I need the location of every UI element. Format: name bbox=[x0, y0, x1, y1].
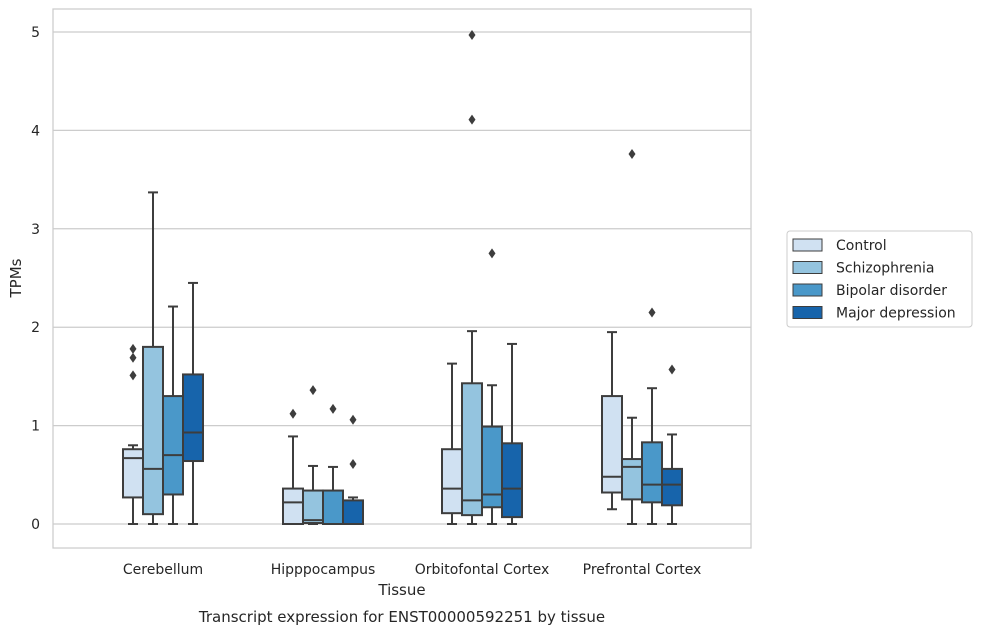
outlier-point bbox=[129, 352, 137, 363]
outlier-point bbox=[329, 403, 337, 414]
y-tick-label: 2 bbox=[31, 320, 40, 336]
legend-swatch bbox=[792, 283, 823, 297]
box-schizophrenia bbox=[302, 385, 324, 525]
box-iqr bbox=[162, 395, 184, 496]
box-bipolar-disorder bbox=[481, 248, 503, 525]
outlier-point bbox=[129, 343, 137, 354]
box-iqr bbox=[601, 395, 623, 494]
outlier-point bbox=[129, 370, 137, 381]
legend-label: Bipolar disorder bbox=[836, 283, 947, 299]
legend-item: Major depression bbox=[792, 306, 956, 322]
outlier-point bbox=[349, 458, 357, 469]
x-tick-labels: Cerebellum Hipppocampus Orbitofontal Corte… bbox=[123, 562, 701, 578]
box-iqr bbox=[501, 442, 523, 519]
legend-frame bbox=[786, 230, 973, 328]
box-iqr bbox=[322, 489, 344, 526]
boxes bbox=[122, 29, 683, 526]
outlier-point bbox=[468, 29, 476, 40]
legend-swatch bbox=[792, 238, 823, 252]
box-iqr bbox=[142, 345, 164, 516]
box-bipolar-disorder bbox=[162, 305, 184, 525]
legend: Control Schizophrenia Bipolar disorder Majo… bbox=[786, 230, 973, 328]
box-iqr bbox=[302, 489, 324, 525]
box-major-depression bbox=[182, 281, 204, 525]
box-iqr bbox=[461, 382, 483, 517]
box-control bbox=[122, 343, 144, 525]
y-tick-label: 1 bbox=[31, 419, 40, 435]
box-major-depression bbox=[501, 342, 523, 525]
outlier-point bbox=[289, 408, 297, 419]
x-tick-label: Cerebellum bbox=[123, 562, 203, 578]
outlier-point bbox=[668, 364, 676, 375]
chart-caption: Transcript expression for ENST0000059225… bbox=[198, 608, 605, 626]
box-major-depression bbox=[342, 414, 364, 526]
box-iqr bbox=[641, 441, 663, 504]
box-iqr bbox=[441, 448, 463, 515]
x-tick-label: Orbitofontal Cortex bbox=[415, 562, 550, 578]
box-schizophrenia bbox=[142, 191, 164, 525]
y-axis-label: TPMs bbox=[7, 258, 25, 298]
plot-frame bbox=[52, 8, 752, 549]
box-iqr bbox=[282, 487, 304, 525]
outlier-point bbox=[628, 149, 636, 160]
box-iqr bbox=[182, 373, 204, 463]
y-tick-labels: 0 1 2 3 4 5 bbox=[31, 25, 40, 533]
legend-swatch bbox=[792, 306, 823, 319]
box-control bbox=[441, 362, 463, 525]
y-tick-label: 3 bbox=[31, 222, 40, 238]
box-control bbox=[282, 408, 304, 525]
box-iqr bbox=[621, 458, 643, 501]
outlier-point bbox=[309, 385, 317, 396]
legend-item: Schizophrenia bbox=[792, 261, 934, 277]
y-tick-label: 4 bbox=[31, 123, 40, 139]
box-schizophrenia bbox=[621, 149, 643, 525]
outlier-point bbox=[648, 307, 656, 318]
box-iqr bbox=[122, 448, 144, 499]
box-iqr bbox=[342, 499, 364, 526]
legend-item: Control bbox=[792, 238, 887, 254]
box-bipolar-disorder bbox=[641, 307, 663, 525]
x-tick-label: Hipppocampus bbox=[271, 562, 376, 578]
legend-label: Schizophrenia bbox=[836, 261, 934, 277]
legend-label: Major depression bbox=[836, 306, 956, 322]
outlier-point bbox=[488, 248, 496, 259]
legend-item: Bipolar disorder bbox=[792, 283, 947, 299]
box-bipolar-disorder bbox=[322, 403, 344, 526]
box-major-depression bbox=[661, 364, 683, 525]
outlier-point bbox=[468, 114, 476, 125]
legend-swatch bbox=[792, 261, 823, 274]
legend-label: Control bbox=[836, 238, 887, 254]
x-tick-label: Prefrontal Cortex bbox=[583, 562, 702, 578]
outlier-point bbox=[349, 414, 357, 425]
box-iqr bbox=[661, 467, 683, 507]
y-tick-label: 0 bbox=[31, 517, 40, 533]
x-axis-label: Tissue bbox=[377, 581, 425, 599]
y-tick-label: 5 bbox=[31, 25, 40, 41]
box-control bbox=[601, 331, 623, 511]
box-schizophrenia bbox=[461, 29, 483, 525]
